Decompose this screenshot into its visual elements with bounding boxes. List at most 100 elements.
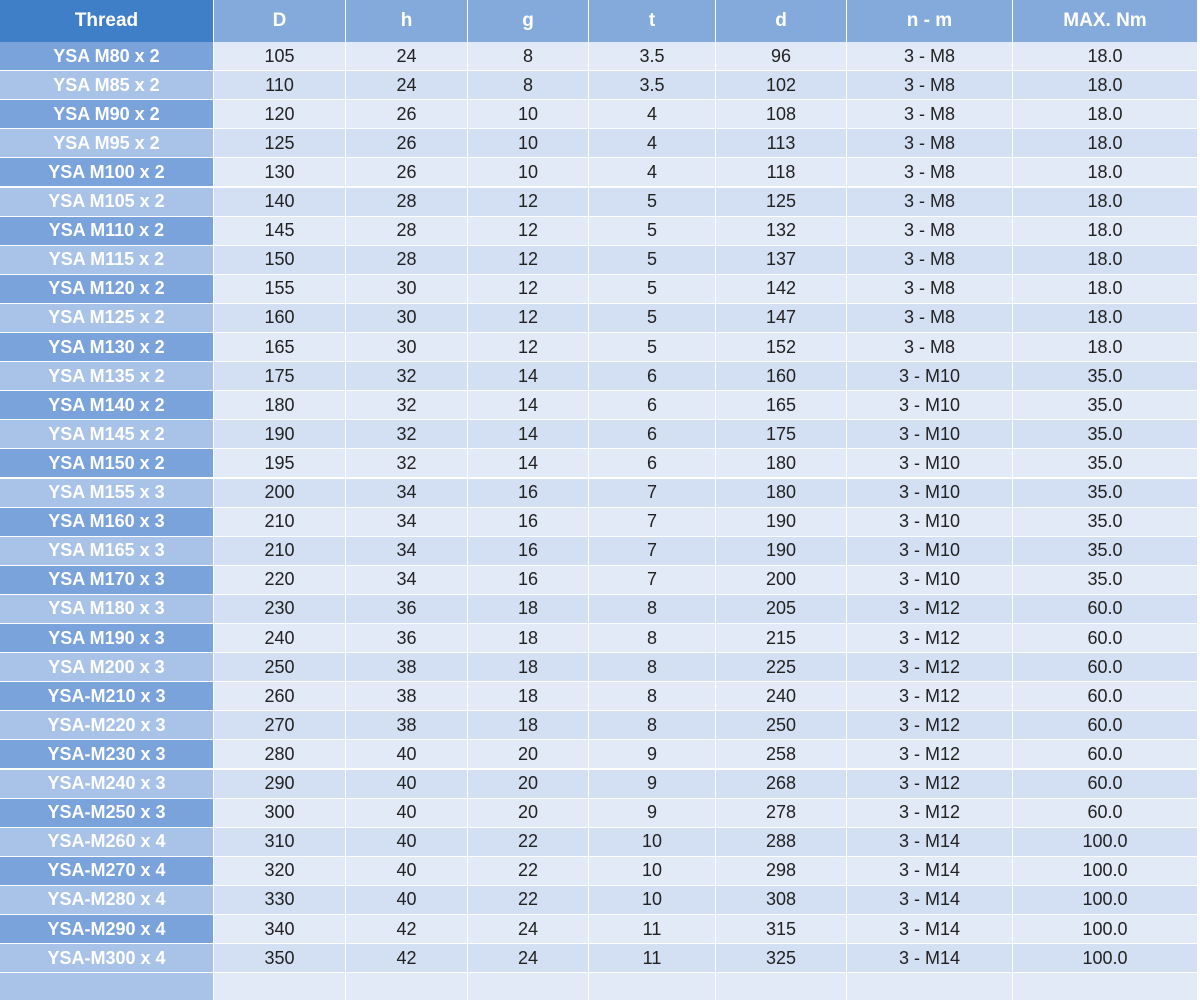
data-cell: 8	[468, 42, 588, 71]
data-cell: 40	[346, 769, 467, 798]
data-cell: 32	[346, 420, 467, 449]
data-cell: 40	[346, 740, 467, 769]
empty-cell	[716, 973, 846, 1000]
data-cell: 34	[346, 478, 467, 507]
data-cell: 240	[214, 624, 345, 653]
data-cell: 160	[214, 303, 345, 332]
data-cell: 11	[589, 915, 715, 944]
data-cell: 288	[716, 827, 846, 856]
empty-cell	[589, 973, 715, 1000]
data-cell: 14	[468, 420, 588, 449]
data-cell: 3 - M8	[847, 158, 1012, 187]
data-cell: 28	[346, 216, 467, 245]
thread-cell: YSA M155 x 3	[0, 478, 213, 507]
data-cell: 10	[589, 827, 715, 856]
data-cell: 32	[346, 391, 467, 420]
thread-cell: YSA-M290 x 4	[0, 915, 213, 944]
data-cell: 18.0	[1013, 245, 1197, 274]
empty-cell	[346, 973, 467, 1000]
data-cell: 350	[214, 944, 345, 973]
data-cell: 190	[716, 536, 846, 565]
thread-cell: YSA M180 x 3	[0, 594, 213, 623]
data-cell: 137	[716, 245, 846, 274]
data-cell: 3 - M12	[847, 740, 1012, 769]
thread-cell: YSA M140 x 2	[0, 391, 213, 420]
data-cell: 12	[468, 187, 588, 216]
thread-cell: YSA-M250 x 3	[0, 798, 213, 827]
data-cell: 10	[589, 856, 715, 885]
data-cell: 3 - M14	[847, 915, 1012, 944]
header-cell: g	[468, 0, 588, 42]
data-cell: 35.0	[1013, 420, 1197, 449]
data-cell: 38	[346, 682, 467, 711]
data-cell: 180	[716, 478, 846, 507]
data-cell: 18.0	[1013, 187, 1197, 216]
header-cell: D	[214, 0, 345, 42]
data-cell: 28	[346, 245, 467, 274]
data-cell: 38	[346, 711, 467, 740]
data-cell: 300	[214, 798, 345, 827]
data-cell: 8	[589, 624, 715, 653]
data-cell: 34	[346, 536, 467, 565]
data-cell: 24	[346, 42, 467, 71]
data-cell: 26	[346, 100, 467, 129]
thread-cell: YSA-M300 x 4	[0, 944, 213, 973]
data-cell: 152	[716, 333, 846, 362]
thread-cell: YSA M80 x 2	[0, 42, 213, 71]
data-cell: 132	[716, 216, 846, 245]
data-cell: 60.0	[1013, 769, 1197, 798]
data-cell: 180	[716, 449, 846, 478]
data-cell: 35.0	[1013, 449, 1197, 478]
data-cell: 100.0	[1013, 827, 1197, 856]
data-cell: 3 - M14	[847, 885, 1012, 914]
thread-cell: YSA M190 x 3	[0, 624, 213, 653]
data-cell: 24	[468, 944, 588, 973]
data-cell: 34	[346, 565, 467, 594]
empty-cell	[0, 973, 213, 1000]
thread-cell: YSA M160 x 3	[0, 507, 213, 536]
data-cell: 140	[214, 187, 345, 216]
data-cell: 5	[589, 187, 715, 216]
data-cell: 340	[214, 915, 345, 944]
data-cell: 210	[214, 507, 345, 536]
data-cell: 205	[716, 594, 846, 623]
data-cell: 3 - M8	[847, 100, 1012, 129]
data-cell: 215	[716, 624, 846, 653]
data-cell: 250	[716, 711, 846, 740]
data-cell: 9	[589, 798, 715, 827]
data-cell: 3 - M8	[847, 71, 1012, 100]
thread-cell: YSA M135 x 2	[0, 362, 213, 391]
data-cell: 3 - M8	[847, 216, 1012, 245]
data-cell: 315	[716, 915, 846, 944]
data-cell: 16	[468, 478, 588, 507]
thread-cell: YSA M170 x 3	[0, 565, 213, 594]
thread-cell: YSA-M280 x 4	[0, 885, 213, 914]
header-cell: MAX. Nm	[1013, 0, 1197, 42]
empty-cell	[847, 973, 1012, 1000]
data-cell: 18	[468, 711, 588, 740]
data-cell: 6	[589, 362, 715, 391]
data-cell: 155	[214, 274, 345, 303]
data-cell: 3 - M10	[847, 449, 1012, 478]
data-cell: 10	[468, 129, 588, 158]
data-cell: 240	[716, 682, 846, 711]
data-cell: 3 - M8	[847, 303, 1012, 332]
data-cell: 100.0	[1013, 885, 1197, 914]
thread-cell: YSA M165 x 3	[0, 536, 213, 565]
data-cell: 35.0	[1013, 565, 1197, 594]
thread-cell: YSA M110 x 2	[0, 216, 213, 245]
data-cell: 5	[589, 274, 715, 303]
data-cell: 3 - M14	[847, 827, 1012, 856]
data-cell: 26	[346, 158, 467, 187]
data-cell: 12	[468, 274, 588, 303]
data-cell: 180	[214, 391, 345, 420]
thread-cell: YSA M200 x 3	[0, 653, 213, 682]
data-cell: 96	[716, 42, 846, 71]
data-cell: 6	[589, 420, 715, 449]
data-cell: 100.0	[1013, 944, 1197, 973]
data-cell: 113	[716, 129, 846, 158]
data-cell: 16	[468, 536, 588, 565]
data-cell: 18	[468, 624, 588, 653]
data-cell: 270	[214, 711, 345, 740]
data-cell: 8	[468, 71, 588, 100]
